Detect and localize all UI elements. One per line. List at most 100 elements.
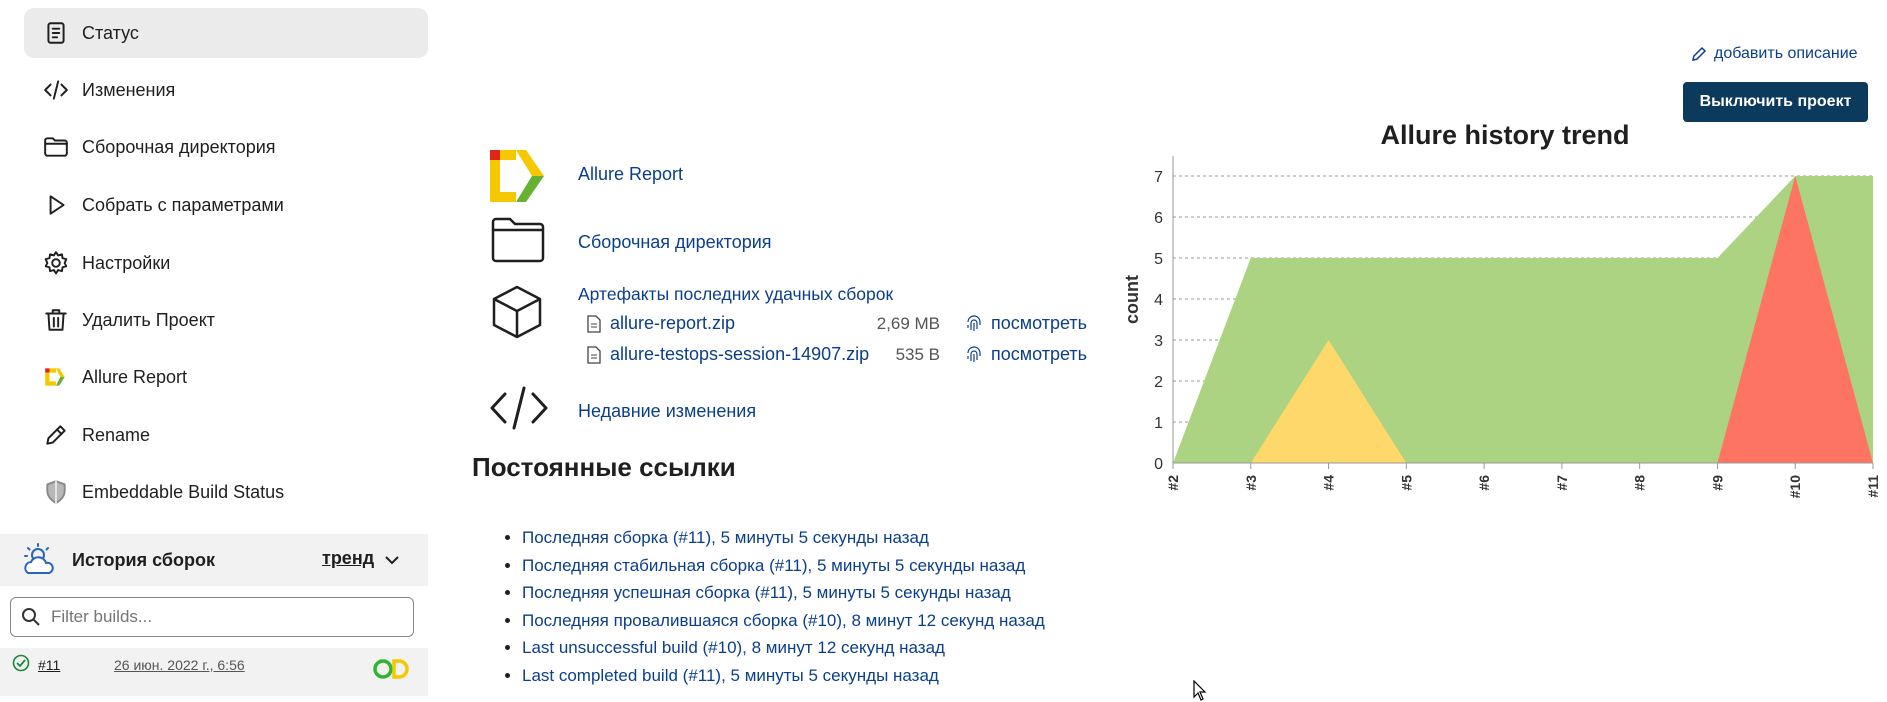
x-tick-label: #11 [1865,475,1881,498]
sidebar-item-label: Сборочная директория [82,136,276,157]
permalink-last-failed[interactable]: Последняя провалившаяся сборка (#10), 8 … [522,610,1045,630]
y-tick-label: 7 [1154,169,1163,186]
trash-icon [38,306,74,334]
x-tick-label: #9 [1709,475,1725,491]
x-tick-label: #6 [1476,475,1492,491]
artifact-row: allure-report.zip [586,313,735,334]
code-icon [490,386,548,430]
folder-icon [491,217,545,263]
sidebar: Статус Изменения Сборочная директория Со… [0,0,430,696]
artifact-size: 535 B [895,345,940,364]
list-item: Последняя провалившаяся сборка (#10), 8 … [522,607,1045,635]
folder-icon [38,133,74,161]
sidebar-item-label: Настройки [82,252,171,273]
x-tick-label: #8 [1632,475,1648,491]
permalinks-list: Последняя сборка (#11), 5 минуты 5 секун… [502,524,1045,690]
build-history-title: История сборок [72,549,215,570]
workspace-link[interactable]: Сборочная директория [578,232,772,252]
view-artifact-label: посмотреть [991,313,1088,333]
allure-icon [38,363,74,391]
sidebar-item-changes[interactable]: Изменения [24,65,428,115]
add-description-link[interactable]: добавить описание [1690,45,1858,63]
view-artifact-link[interactable]: посмотреть [965,313,1087,334]
sidebar-item-label: Собрать с параметрами [82,194,284,215]
fingerprint-icon [967,314,981,331]
view-artifact-link[interactable]: посмотреть [965,344,1087,365]
build-history-header: История сборок тренд [0,534,428,586]
build-row[interactable]: #11 26 июн. 2022 г., 6:56 [0,648,428,696]
y-tick-label: 5 [1154,251,1163,268]
document-icon [38,19,74,47]
sidebar-item-label: Embeddable Build Status [82,481,285,502]
allure-report-link[interactable]: Allure Report [578,164,684,184]
allure-badge-icon[interactable] [372,658,412,680]
mouse-cursor-icon [1193,680,1207,701]
series-area-1 [1173,340,1873,463]
allure-history-trend-chart[interactable]: 0 1 2 3 4 5 6 7 #2 #3 #4 #5 #6 #7 #8 #9 #10 #11 count [1125,118,1885,508]
y-axis-label: count [1125,275,1142,324]
sidebar-item-label: Удалить Проект [82,309,216,330]
trend-link[interactable]: тренд [322,548,375,568]
sidebar-item-label: Allure Report [82,366,188,387]
y-tick-label: 0 [1154,456,1163,473]
x-tick-label: #4 [1321,475,1337,491]
sidebar-item-allure-report[interactable]: Allure Report [24,352,428,402]
permalink-last-build[interactable]: Последняя сборка (#11), 5 минуты 5 секун… [522,528,929,547]
file-icon [587,314,601,333]
list-item: Последняя успешная сборка (#11), 5 минут… [522,579,1045,607]
artifact-size: 2,69 MB [876,314,940,333]
pencil-icon [1692,46,1707,61]
x-tick-label: #7 [1554,475,1570,491]
package-icon [492,285,542,339]
file-icon [587,345,601,364]
y-tick-label: 3 [1154,333,1163,350]
gear-icon [38,249,74,277]
search-icon [22,608,40,626]
artifact-link[interactable]: allure-report.zip [610,313,736,333]
weather-sunny-cloud-icon [24,543,54,574]
sidebar-item-workspace[interactable]: Сборочная директория [24,122,428,172]
sidebar-item-rename[interactable]: Rename [24,410,428,460]
sidebar-item-label: Изменения [82,79,176,100]
x-tick-label: #2 [1165,475,1181,491]
list-item: Last completed build (#11), 5 минуты 5 с… [522,662,1045,690]
add-description-label: добавить описание [1714,45,1858,62]
list-item: Последняя сборка (#11), 5 минуты 5 секун… [522,524,1045,552]
recent-changes-link[interactable]: Недавние изменения [578,401,757,421]
last-successful-artifacts-link[interactable]: Артефакты последних удачных сборок [578,284,894,304]
sidebar-item-build-with-params[interactable]: Собрать с параметрами [24,180,428,230]
sidebar-item-label: Статус [82,22,139,43]
artifact-link[interactable]: allure-testops-session-14907.zip [610,344,870,364]
allure-logo-icon [490,150,544,202]
build-date-link[interactable]: 26 июн. 2022 г., 6:56 [114,657,245,673]
pencil-icon [38,421,74,449]
x-tick-label: #5 [1398,475,1414,491]
list-item: Последняя стабильная сборка (#11), 5 мин… [522,552,1045,580]
sidebar-item-embeddable-build-status[interactable]: Embeddable Build Status [24,467,428,517]
permalink-last-stable[interactable]: Последняя стабильная сборка (#11), 5 мин… [522,555,1026,575]
x-tick-label: #10 [1787,475,1803,499]
permalink-last-unsuccessful[interactable]: Last unsuccessful build (#10), 8 минут 1… [522,638,945,658]
permalink-last-completed[interactable]: Last completed build (#11), 5 минуты 5 с… [522,665,939,685]
sidebar-item-delete-project[interactable]: Удалить Проект [24,295,428,345]
disable-project-button[interactable]: Выключить проект [1683,82,1868,122]
series-area-2 [1173,176,1873,463]
x-tick-label: #3 [1243,475,1259,491]
sidebar-item-label: Rename [82,424,151,445]
chevron-down-icon[interactable] [382,550,402,570]
filter-builds-field[interactable] [10,597,414,637]
sidebar-item-settings[interactable]: Настройки [24,238,428,288]
permalink-last-successful[interactable]: Последняя успешная сборка (#11), 5 минут… [522,583,1011,603]
artifact-row: allure-testops-session-14907.zip [586,344,869,365]
build-number-link[interactable]: #11 [38,657,61,673]
permalinks-heading: Постоянные ссылки [472,452,736,482]
y-tick-label: 4 [1154,292,1163,309]
shield-icon [38,478,74,506]
play-icon [38,191,74,219]
view-artifact-label: посмотреть [991,344,1088,364]
sidebar-item-status[interactable]: Статус [24,8,428,58]
fingerprint-icon [967,345,981,362]
list-item: Last unsuccessful build (#10), 8 минут 1… [522,634,1045,662]
filter-builds-input[interactable] [49,606,393,628]
y-tick-label: 2 [1154,374,1163,391]
